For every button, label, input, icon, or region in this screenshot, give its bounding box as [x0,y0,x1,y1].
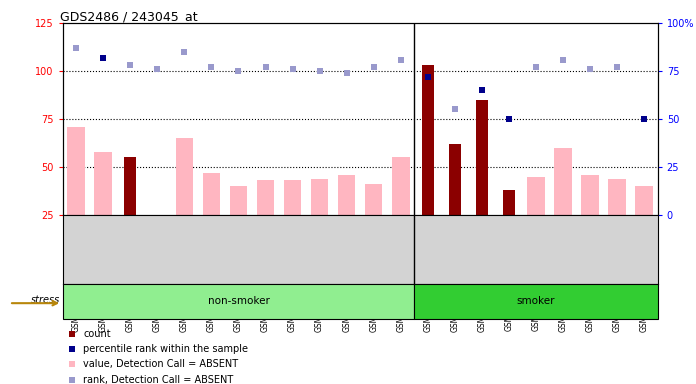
Text: smoker: smoker [516,296,555,306]
Bar [63,284,414,319]
Text: count: count [84,329,111,339]
Bar [635,186,653,215]
Bar [284,180,301,215]
Bar [476,100,488,215]
Bar [230,186,247,215]
Bar [311,179,329,215]
Bar [554,148,572,215]
Bar [581,175,599,215]
Bar [338,175,356,215]
Text: stress: stress [31,295,60,305]
Text: GDS2486 / 243045_at: GDS2486 / 243045_at [60,10,197,23]
Text: value, Detection Call = ABSENT: value, Detection Call = ABSENT [84,359,239,369]
Bar [124,157,136,215]
Bar [257,180,274,215]
Bar [503,190,515,215]
Bar [95,152,112,215]
Bar [392,157,409,215]
Bar [414,284,658,319]
Bar [527,177,545,215]
Text: percentile rank within the sample: percentile rank within the sample [84,344,248,354]
Bar [68,127,85,215]
Bar [203,173,220,215]
Bar [449,144,461,215]
Text: rank, Detection Call = ABSENT: rank, Detection Call = ABSENT [84,375,234,384]
Bar [608,179,626,215]
Bar [365,184,383,215]
Bar [175,138,193,215]
Text: non-smoker: non-smoker [207,296,269,306]
Bar [422,65,434,215]
